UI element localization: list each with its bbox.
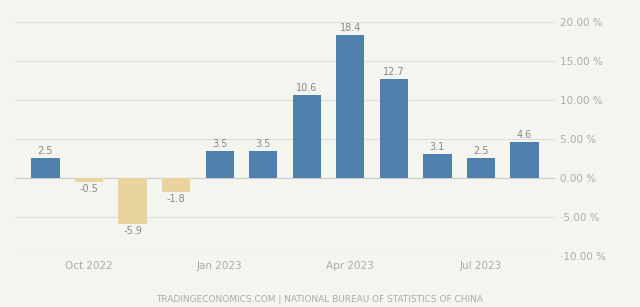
Text: 3.5: 3.5 — [255, 138, 271, 149]
Text: 18.4: 18.4 — [340, 23, 361, 33]
Text: -5.9: -5.9 — [123, 226, 142, 236]
Text: 2.5: 2.5 — [473, 146, 489, 156]
Bar — [205, 150, 234, 178]
Bar — [249, 150, 277, 178]
Bar — [510, 142, 539, 178]
Bar — [467, 158, 495, 178]
Text: 3.5: 3.5 — [212, 138, 227, 149]
Bar — [118, 178, 147, 224]
Bar — [336, 34, 364, 178]
Text: 10.6: 10.6 — [296, 83, 317, 93]
Bar — [31, 158, 60, 178]
Text: 12.7: 12.7 — [383, 67, 404, 77]
Text: TRADINGECONOMICS.COM | NATIONAL BUREAU OF STATISTICS OF CHINA: TRADINGECONOMICS.COM | NATIONAL BUREAU O… — [157, 295, 483, 304]
Bar — [292, 95, 321, 178]
Bar — [423, 154, 452, 178]
Text: -0.5: -0.5 — [79, 184, 99, 194]
Bar — [380, 79, 408, 178]
Text: 2.5: 2.5 — [38, 146, 53, 156]
Text: 4.6: 4.6 — [517, 130, 532, 140]
Text: 3.1: 3.1 — [429, 142, 445, 152]
Bar — [162, 178, 190, 192]
Text: -1.8: -1.8 — [167, 194, 186, 204]
Bar — [75, 178, 103, 182]
